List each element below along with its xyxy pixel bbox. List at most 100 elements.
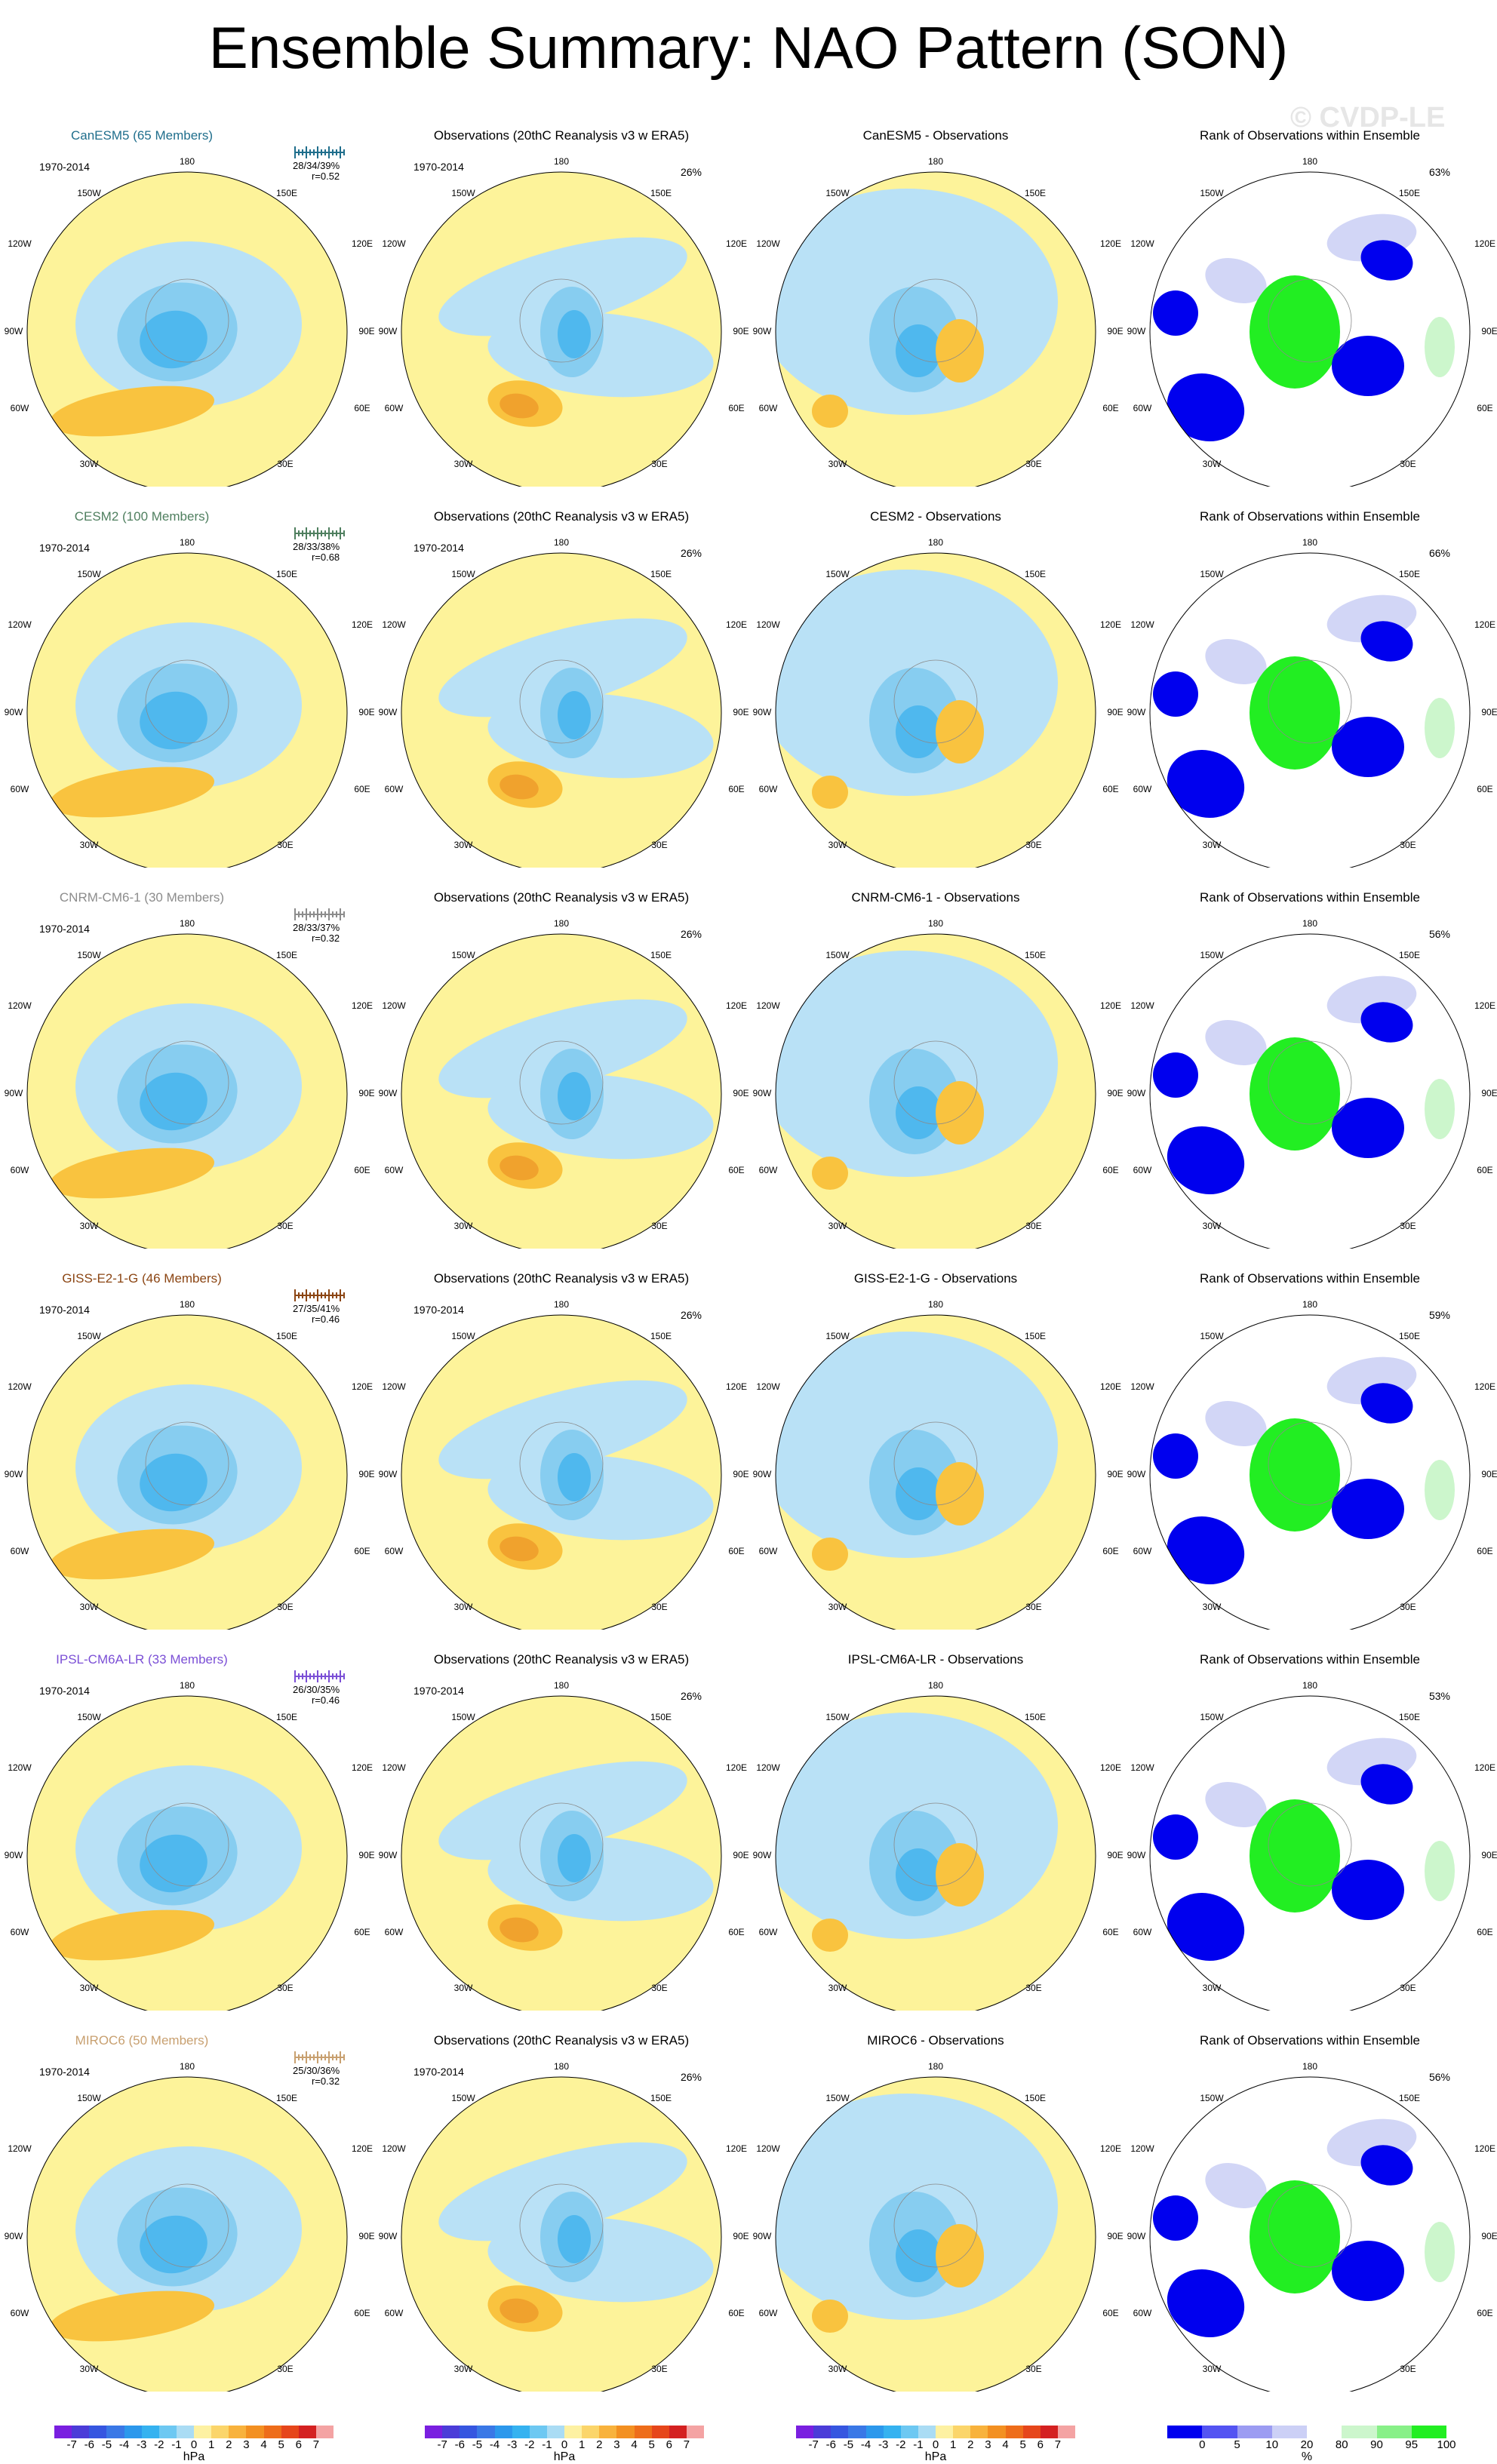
colorbar-tick-label: -4 [860,2438,871,2451]
longitude-label: 180 [1302,1299,1317,1310]
polar-map: 180150E120E90E60E30E030W60W90W120W150W [1127,2061,1497,2392]
polar-map: 180150E120E90E60E30E030W60W90W120W150W [1127,1680,1497,2011]
negative-anomaly-center [896,705,941,758]
colorbar-tick-label: -6 [84,2438,94,2451]
longitude-label: 150E [650,1331,672,1341]
longitude-label: 120W [756,2143,780,2154]
longitude-label: 150W [1200,1331,1224,1341]
longitude-label: 180 [180,2061,195,2072]
longitude-label: 60E [1477,1546,1492,1556]
colorbar-swatch [1167,2426,1203,2438]
pattern-correlation: r=0.32 [311,2075,340,2087]
longitude-label: 30W [1203,459,1222,469]
colorbar-tick-label: 2 [226,2438,232,2451]
diff-panel: 180150E120E90E60E30E030W60W90W120W150WCE… [748,487,1123,868]
longitude-label: 120E [352,619,373,630]
longitude-label: 150W [451,188,475,198]
longitude-label: 180 [554,156,569,167]
positive-anomaly-region [812,1919,848,1952]
longitude-label: 60E [1477,1927,1492,1937]
longitude-label: 180 [554,1680,569,1691]
negative-anomaly-center [558,691,591,739]
longitude-label: 120W [756,1762,780,1773]
longitude-label: 90E [358,1469,374,1479]
longitude-label: 180 [554,918,569,929]
longitude-label: 180 [928,918,943,929]
positive-anomaly-core [500,1155,539,1181]
colorbar-swatch [1022,2426,1041,2438]
map-border [401,1695,722,2011]
obs-panel: 180150E120E90E60E30E030W60W90W120W150WOb… [374,2011,748,2392]
polar-map: 180150E120E90E60E30E030W60W90W120W150W [753,537,1123,868]
period-label: 1970-2014 [39,161,90,173]
longitude-label: 90W [379,2231,398,2241]
colorbar-swatch [529,2426,547,2438]
longitude-label: 30E [1025,840,1041,850]
longitude-label: 60W [759,784,778,794]
colorbar-tick-label: 6 [1037,2438,1044,2451]
positive-anomaly-region [936,1081,984,1144]
colorbar-tick-label: 3 [985,2438,991,2451]
positive-anomaly-region [49,767,215,818]
positive-anomaly-region [812,1538,848,1571]
colorbar-swatch [564,2426,583,2438]
longitude-label: 30E [277,1983,293,1993]
longitude-label: 60W [1133,403,1152,413]
colorbar-swatch [460,2426,478,2438]
longitude-label: 150W [77,950,101,960]
longitude-label: 150E [1025,188,1046,198]
longitude-label: 60W [759,1165,778,1175]
longitude-label: 60W [1133,1546,1152,1556]
longitude-label: 90E [733,1850,748,1860]
map-border [775,2076,1096,2392]
negative-anomaly-center [140,1834,207,1893]
longitude-label: 150E [1025,1712,1046,1722]
longitude-label: 120W [382,619,406,630]
pattern-correlation: r=0.68 [311,551,340,563]
ensemble-spread-icon [294,1289,345,1301]
longitude-label: 120W [382,2143,406,2154]
colorbar-tick-label: 100 [1437,2438,1456,2451]
panel-title: MIROC6 - Observations [867,2033,1004,2048]
rank-low-region [1205,1782,1267,1827]
rank-low-region [1153,290,1198,336]
polar-map: 180150E120E90E60E30E030W60W90W120W150W [379,1299,748,1630]
colorbar-swatch [1202,2426,1237,2438]
rank-low-region [1332,717,1404,777]
longitude-label: 30W [1203,2364,1222,2374]
rank-low-region [1205,2163,1267,2208]
longitude-label: 180 [928,2061,943,2072]
colorbar-tick-label: 2 [967,2438,974,2451]
pattern-correlation: r=0.32 [311,932,340,944]
positive-anomaly-region [49,1148,215,1199]
colorbar-swatch [1040,2426,1058,2438]
longitude-label: 60W [11,1165,29,1175]
longitude-label: 90W [753,1088,772,1098]
panel-title: Rank of Observations within Ensemble [1200,509,1420,524]
colorbar-tick-label: -4 [489,2438,500,2451]
colorbar-tick-label: 5 [1019,2438,1026,2451]
longitude-label: 150W [1200,569,1224,579]
longitude-label: 30W [454,1983,473,1993]
colorbar-tick-label: -5 [843,2438,854,2451]
longitude-label: 30W [454,459,473,469]
longitude-label: 90W [753,2231,772,2241]
polar-map: 180150E120E90E60E30E030W60W90W120W150W [5,2061,374,2392]
longitude-label: 120E [1474,619,1495,630]
longitude-label: 90W [379,326,398,336]
longitude-label: 120W [756,238,780,249]
longitude-label: 150E [650,569,672,579]
panel-title: GISS-E2-1-G (46 Members) [62,1271,222,1286]
colorbar-swatch [54,2426,72,2438]
longitude-label: 150E [1025,1331,1046,1341]
period-label: 1970-2014 [39,542,90,554]
longitude-label: 30E [651,1983,667,1993]
negative-anomaly-center [558,1072,591,1120]
colorbar-swatch [634,2426,652,2438]
longitude-label: 90E [1107,326,1123,336]
colorbar-tick-label: 3 [243,2438,250,2451]
colorbar-swatch [883,2426,901,2438]
longitude-label: 30W [828,1602,847,1612]
colorbar-tick-label: -7 [437,2438,447,2451]
panel-title: CNRM-CM6-1 - Observations [851,890,1020,905]
